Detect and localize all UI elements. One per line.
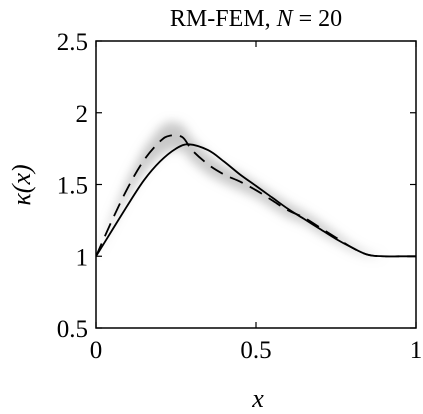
y-axis-label: κ(x): [7, 164, 36, 205]
x-tick-label: 0: [90, 337, 103, 364]
chart-title-variable: N: [276, 6, 295, 32]
y-tick-label: 0.5: [57, 316, 88, 343]
x-tick-label: 0.5: [240, 337, 271, 364]
x-ticks: 0 0.5 1: [90, 41, 423, 364]
chart-title: RM-FEM, N = 20: [170, 6, 342, 32]
y-tick-label: 1.5: [57, 173, 88, 200]
uncertainty-band: [96, 121, 416, 257]
dashed-series-line: [96, 134, 416, 258]
chart-title-value: = 20: [293, 6, 343, 32]
x-axis-label: x: [251, 384, 264, 413]
chart-title-method: RM-FEM,: [170, 6, 277, 32]
uncertainty-band-layer: [96, 121, 416, 257]
y-tick-label: 2.5: [57, 29, 88, 56]
y-tick-label: 1: [76, 244, 89, 271]
y-ticks: 0.5 1 1.5 2 2.5: [57, 29, 416, 343]
x-tick-label: 1: [410, 337, 423, 364]
y-tick-label: 2: [76, 101, 89, 128]
solid-series-line: [96, 143, 416, 258]
series-layer: [96, 134, 416, 258]
